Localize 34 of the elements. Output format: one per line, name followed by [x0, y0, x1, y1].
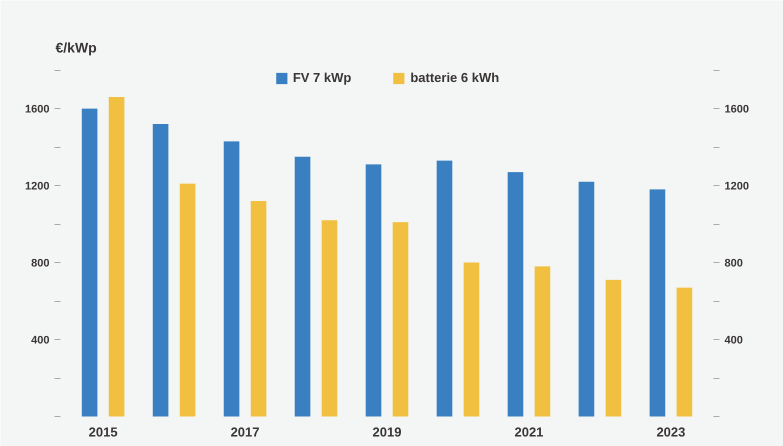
- x-tick-label: 2023: [656, 424, 686, 440]
- bar: [392, 222, 408, 416]
- bar: [224, 141, 240, 416]
- bar: [250, 200, 266, 416]
- bar: [464, 262, 480, 416]
- y2-tick-label: 1200: [724, 180, 749, 193]
- bar: [152, 124, 168, 416]
- x-tick-label: 2021: [514, 424, 544, 440]
- x-tick-label: 2019: [372, 424, 402, 440]
- bar: [294, 156, 310, 416]
- bar: [108, 97, 124, 416]
- y2-tick-label: 800: [724, 258, 743, 270]
- bar: [676, 288, 692, 416]
- y-tick-label: 400: [31, 334, 50, 347]
- legend-label: FV 7 kWp: [292, 70, 352, 85]
- x-tick-label: 2015: [88, 424, 118, 440]
- y-tick-label: 1600: [25, 104, 50, 116]
- y2-tick-label: 1600: [724, 104, 749, 116]
- y-tick-label: 800: [31, 258, 50, 270]
- bar: [436, 160, 452, 416]
- bar: [606, 280, 622, 416]
- y2-tick-label: 400: [724, 334, 743, 347]
- bar: [366, 164, 382, 416]
- bar: [322, 220, 338, 416]
- bar: [508, 172, 524, 416]
- x-tick-label: 2017: [230, 424, 260, 440]
- bar: [82, 108, 98, 416]
- bar: [534, 266, 550, 416]
- legend-label: batterie 6 kWh: [410, 70, 500, 85]
- y-axis-title: €/kWp: [56, 40, 97, 56]
- y-tick-label: 1200: [25, 180, 50, 193]
- bar: [650, 189, 666, 416]
- bar: [180, 184, 196, 416]
- bar: [578, 182, 594, 416]
